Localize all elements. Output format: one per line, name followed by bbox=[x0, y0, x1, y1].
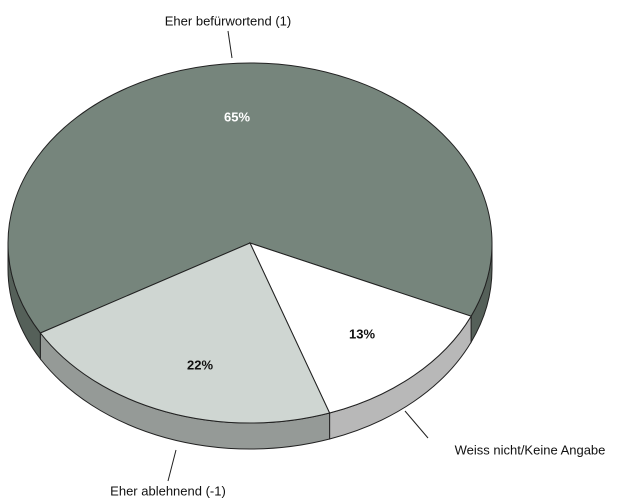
leader-line bbox=[227, 30, 233, 59]
value-label: 22% bbox=[187, 357, 213, 372]
category-label: Eher ablehnend (-1) bbox=[110, 483, 226, 498]
slice bbox=[249, 242, 472, 414]
leader-line bbox=[404, 410, 429, 439]
category-label: Weiss nicht/Keine Angabe bbox=[455, 442, 606, 457]
value-label: 13% bbox=[349, 326, 375, 341]
leader-line bbox=[167, 449, 177, 482]
slice bbox=[39, 242, 331, 424]
slice bbox=[7, 62, 493, 334]
value-label: 65% bbox=[224, 109, 250, 124]
category-label: Eher befürwortend (1) bbox=[165, 13, 291, 28]
